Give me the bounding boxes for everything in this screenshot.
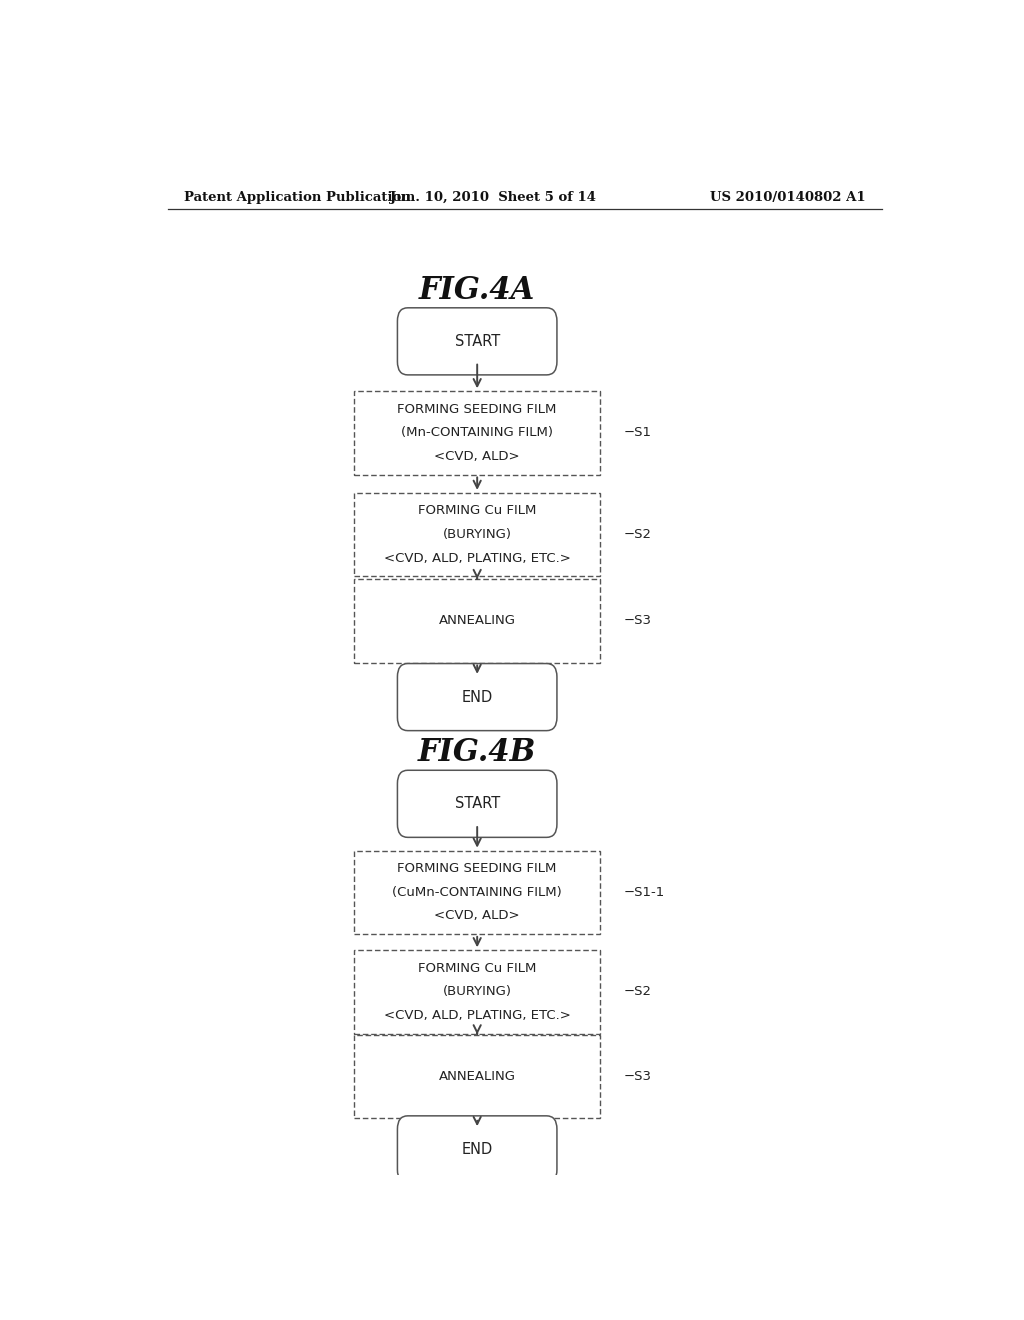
Text: FORMING Cu FILM: FORMING Cu FILM — [418, 504, 537, 517]
Text: ANNEALING: ANNEALING — [438, 1069, 516, 1082]
FancyBboxPatch shape — [397, 308, 557, 375]
Text: −S3: −S3 — [624, 614, 652, 627]
Text: FORMING SEEDING FILM: FORMING SEEDING FILM — [397, 862, 557, 875]
FancyBboxPatch shape — [354, 1035, 600, 1118]
Text: −S1: −S1 — [624, 426, 652, 440]
FancyBboxPatch shape — [397, 664, 557, 731]
Text: −S2: −S2 — [624, 985, 652, 998]
FancyBboxPatch shape — [397, 771, 557, 837]
FancyBboxPatch shape — [354, 492, 600, 576]
Text: ANNEALING: ANNEALING — [438, 614, 516, 627]
Text: START: START — [455, 796, 500, 812]
Text: (BURYING): (BURYING) — [442, 528, 512, 541]
Text: −S2: −S2 — [624, 528, 652, 541]
Text: END: END — [462, 1142, 493, 1156]
Text: US 2010/0140802 A1: US 2010/0140802 A1 — [711, 190, 866, 203]
Text: <CVD, ALD, PLATING, ETC.>: <CVD, ALD, PLATING, ETC.> — [384, 1008, 570, 1022]
FancyBboxPatch shape — [397, 1115, 557, 1183]
Text: (CuMn-CONTAINING FILM): (CuMn-CONTAINING FILM) — [392, 886, 562, 899]
Text: FORMING SEEDING FILM: FORMING SEEDING FILM — [397, 403, 557, 416]
Text: FORMING Cu FILM: FORMING Cu FILM — [418, 962, 537, 974]
Text: Patent Application Publication: Patent Application Publication — [183, 190, 411, 203]
Text: −S3: −S3 — [624, 1069, 652, 1082]
FancyBboxPatch shape — [354, 579, 600, 663]
Text: <CVD, ALD>: <CVD, ALD> — [434, 450, 520, 463]
Text: <CVD, ALD>: <CVD, ALD> — [434, 909, 520, 923]
FancyBboxPatch shape — [354, 950, 600, 1034]
Text: <CVD, ALD, PLATING, ETC.>: <CVD, ALD, PLATING, ETC.> — [384, 552, 570, 565]
Text: −S1-1: −S1-1 — [624, 886, 666, 899]
Text: Jun. 10, 2010  Sheet 5 of 14: Jun. 10, 2010 Sheet 5 of 14 — [390, 190, 596, 203]
FancyBboxPatch shape — [354, 850, 600, 935]
Text: START: START — [455, 334, 500, 348]
Text: FIG.4B: FIG.4B — [418, 738, 537, 768]
Text: (Mn-CONTAINING FILM): (Mn-CONTAINING FILM) — [401, 426, 553, 440]
FancyBboxPatch shape — [354, 391, 600, 474]
Text: (BURYING): (BURYING) — [442, 985, 512, 998]
Text: END: END — [462, 689, 493, 705]
Text: FIG.4A: FIG.4A — [419, 275, 536, 306]
